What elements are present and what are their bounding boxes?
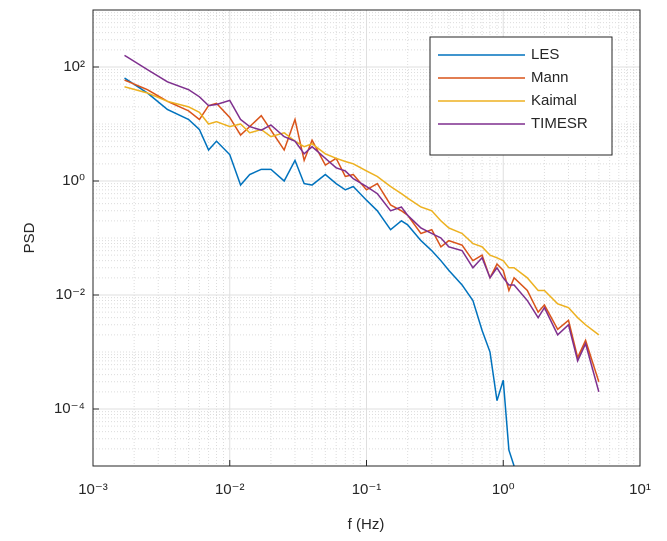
y-tick-label: 10⁰	[62, 172, 85, 189]
legend-box	[429, 36, 613, 156]
legend-label: Mann	[531, 69, 569, 86]
series-line	[124, 77, 515, 467]
x-tick-label: 10¹	[629, 481, 651, 498]
series-line	[124, 54, 600, 393]
x-tick-label: 10⁻¹	[352, 481, 382, 498]
y-tick-label: 10⁻²	[55, 286, 85, 303]
x-axis-label: f (Hz)	[348, 516, 385, 533]
y-tick-label: 10⁻⁴	[54, 400, 85, 417]
legend-label: TIMESR	[531, 115, 588, 132]
series-line	[124, 86, 600, 336]
y-axis-label: PSD	[21, 222, 38, 253]
axes-box	[92, 9, 641, 467]
y-tick-label: 10²	[63, 58, 85, 75]
legend-label: Kaimal	[531, 92, 577, 109]
series-line	[124, 79, 600, 383]
legend-label: LES	[531, 46, 559, 63]
x-tick-label: 10⁻²	[215, 481, 245, 498]
x-tick-label: 10⁻³	[78, 481, 108, 498]
x-tick-label: 10⁰	[492, 481, 515, 498]
